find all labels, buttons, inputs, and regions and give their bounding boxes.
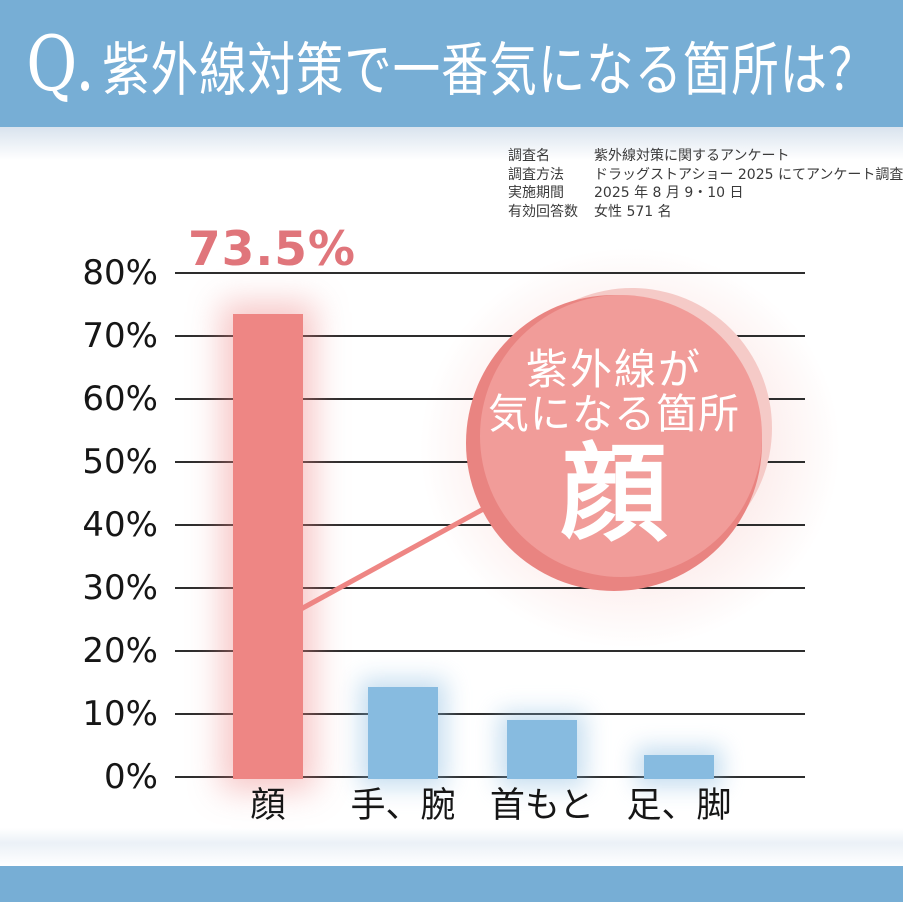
gridline xyxy=(175,713,805,715)
header-band: Q. 紫外線対策で一番気になる箇所は？ xyxy=(0,0,903,127)
y-axis-tick-label: 10% xyxy=(82,694,158,734)
callout-answer: 顔 xyxy=(561,433,667,556)
survey-row: 調査名 紫外線対策に関するアンケート xyxy=(508,147,903,166)
y-axis-tick-label: 80% xyxy=(82,253,158,293)
highlight-value-label: 73.5% xyxy=(187,221,357,277)
x-axis-category-label: 首もと xyxy=(489,786,595,826)
gridline xyxy=(175,776,805,778)
survey-row-label: 調査方法 xyxy=(508,166,564,183)
callout-text: 紫外線が 気になる箇所 顔 xyxy=(466,347,762,549)
survey-row-label: 調査名 xyxy=(508,148,550,164)
survey-info: 調査名 紫外線対策に関するアンケート 調査方法 ドラッグストアショー 2025 … xyxy=(508,147,903,221)
page-title: Q. 紫外線対策で一番気になる箇所は？ xyxy=(26,19,876,108)
survey-row-label: 実施期間 xyxy=(508,185,564,201)
footer-band xyxy=(0,866,903,902)
y-axis-tick-label: 0% xyxy=(104,757,158,797)
survey-row-value: 2025 年 8 月 9・10 日 xyxy=(594,185,744,201)
question-prefix: Q. xyxy=(26,19,96,108)
y-axis-tick-label: 70% xyxy=(82,316,158,356)
survey-row: 実施期間 2025 年 8 月 9・10 日 xyxy=(508,184,903,203)
callout-line-1: 紫外線が xyxy=(525,345,702,394)
y-axis-tick-label: 50% xyxy=(82,442,158,482)
x-axis-category-label: 手、腕 xyxy=(350,786,456,826)
gridline xyxy=(175,335,805,337)
y-axis-tick-label: 60% xyxy=(82,379,158,419)
callout-line-2: 気になる箇所 xyxy=(488,390,740,438)
gridline xyxy=(175,272,805,274)
footer-shadow-gradient xyxy=(0,828,903,866)
bar-0 xyxy=(233,313,303,779)
y-axis-tick-label: 40% xyxy=(82,505,158,545)
survey-row: 有効回答数 女性 571 名 xyxy=(508,203,903,222)
survey-row-label: 有効回答数 xyxy=(508,203,578,220)
question-text: 紫外線対策で一番気になる箇所は？ xyxy=(102,36,877,104)
bar-1 xyxy=(368,686,438,779)
bar-2 xyxy=(507,720,577,779)
survey-row-value: 紫外線対策に関するアンケート xyxy=(594,148,790,164)
y-axis-tick-label: 30% xyxy=(82,568,158,608)
gridline xyxy=(175,650,805,652)
x-axis-category-label: 足、脚 xyxy=(626,786,732,826)
header-shadow-gradient xyxy=(0,127,903,160)
survey-row: 調査方法 ドラッグストアショー 2025 にてアンケート調査 xyxy=(508,166,903,185)
y-axis-tick-label: 20% xyxy=(82,631,158,671)
survey-row-value: 女性 571 名 xyxy=(594,203,672,220)
bar-3 xyxy=(644,754,714,779)
survey-row-value: ドラッグストアショー 2025 にてアンケート調査 xyxy=(594,166,903,183)
x-axis-category-label: 顔 xyxy=(250,786,286,826)
